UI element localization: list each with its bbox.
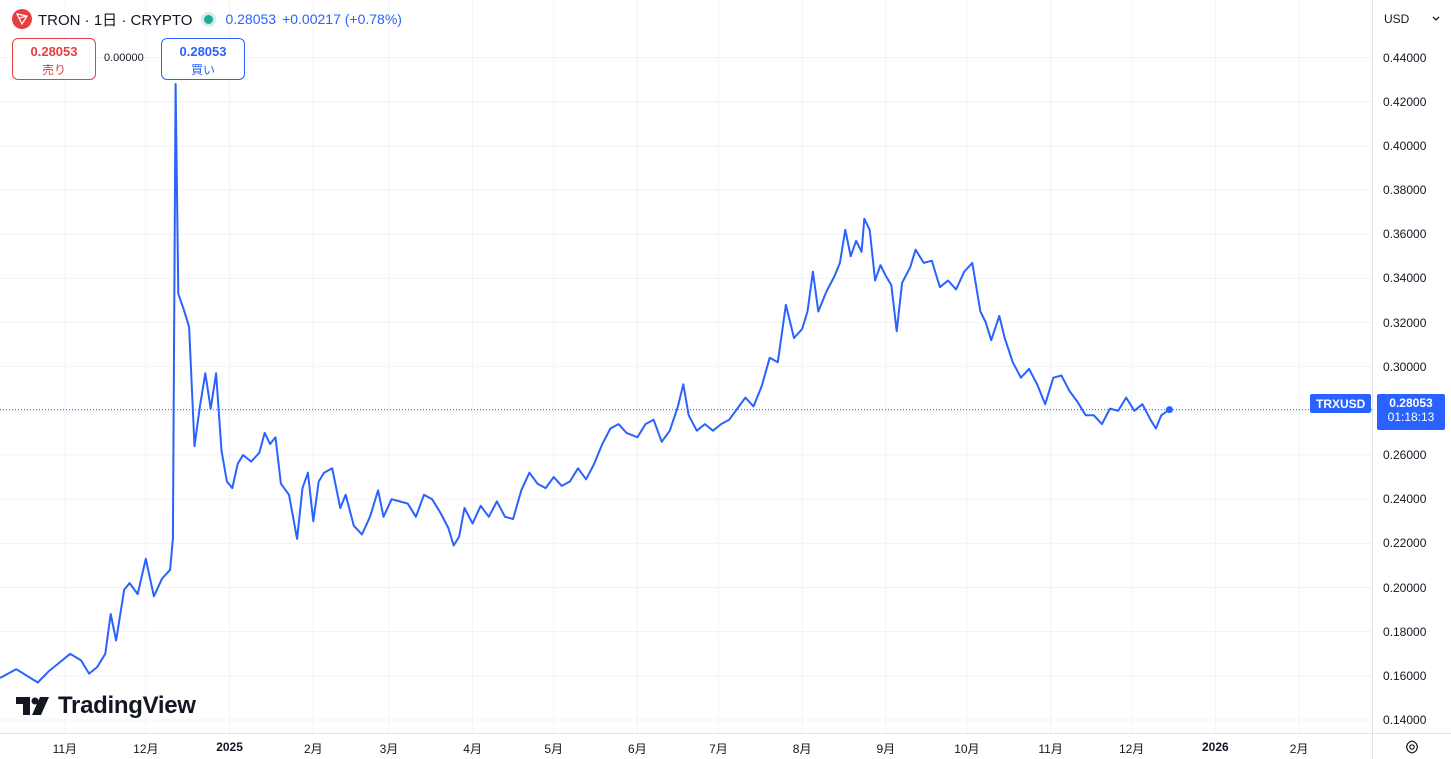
currency-label: USD [1384, 12, 1410, 26]
y-tick-label: 0.18000 [1383, 624, 1427, 639]
currency-selector[interactable]: USD [1378, 6, 1446, 32]
x-tick-label: 7月 [709, 742, 728, 756]
buy-price: 0.28053 [179, 44, 227, 59]
last-price-point [1165, 406, 1173, 414]
tradingview-logo-icon [16, 697, 49, 715]
x-tick-label: 3月 [379, 742, 399, 756]
x-tick-label: 2月 [303, 742, 323, 756]
y-tick-label: 0.14000 [1383, 713, 1427, 727]
price-chart[interactable] [0, 0, 1372, 733]
buy-button[interactable]: 0.28053 買い [161, 38, 245, 80]
buy-label: 買い [190, 63, 215, 77]
bar-countdown: 01:18:13 [1387, 410, 1435, 424]
last-price-value: 0.28053 [1389, 396, 1433, 410]
x-tick-label: 12月 [1118, 742, 1145, 756]
y-tick-label: 0.24000 [1383, 492, 1427, 507]
tradingview-logo-text: TradingView [58, 692, 196, 719]
price-series-line[interactable] [0, 83, 1170, 684]
settings-icon[interactable] [1403, 738, 1421, 756]
x-tick-label: 2月 [1289, 742, 1309, 756]
x-tick-label: 6月 [628, 742, 647, 756]
x-tick-label: 5月 [544, 742, 563, 756]
price-axis[interactable]: 0.44000 0.42000 0.40000 0.38000 0.36000 0.340… [1372, 0, 1451, 733]
y-tick-label: 0.32000 [1383, 315, 1427, 330]
y-tick-label: 0.22000 [1383, 536, 1427, 551]
time-axis[interactable]: 11月 12月 2025 2月 3月 4月 5月 6月 7月 8月 9月 10月 11月 12月 2026 2… [0, 733, 1372, 759]
y-tick-label: 0.20000 [1383, 580, 1427, 595]
y-tick-label: 0.38000 [1383, 183, 1427, 197]
y-tick-label: 0.36000 [1383, 227, 1427, 242]
axis-corner [1372, 733, 1451, 759]
y-tick-label: 0.30000 [1383, 359, 1427, 374]
spread-value: 0.00000 [104, 52, 144, 64]
tradingview-logo[interactable]: TradingView [16, 692, 196, 720]
x-tick-label: 2025 [216, 740, 243, 754]
y-tick-label: 0.16000 [1383, 668, 1427, 683]
chart-legend: TRON · 1日 · CRYPTO 0.28053 +0.00217 (+0.… [12, 8, 402, 30]
y-tick-label: 0.44000 [1383, 50, 1427, 65]
chart-area[interactable] [0, 0, 1372, 733]
legend-price: 0.28053 [225, 11, 277, 27]
x-tick-label: 2026 [1201, 740, 1229, 754]
y-tick-label: 0.42000 [1383, 94, 1427, 109]
market-status-dot [204, 14, 214, 24]
y-tick-label: 0.34000 [1383, 271, 1427, 286]
x-tick-label: 10月 [954, 742, 980, 756]
x-tick-label: 9月 [876, 742, 896, 756]
x-tick-label: 8月 [792, 742, 812, 756]
symbol-title[interactable]: TRON · 1日 · CRYPTO [38, 11, 193, 29]
tron-logo-icon [12, 9, 32, 29]
sell-label: 売り [41, 63, 66, 77]
y-tick-label: 0.40000 [1383, 138, 1427, 153]
x-tick-label: 4月 [463, 742, 482, 756]
last-price-tag: 0.28053 01:18:13 [1377, 394, 1445, 430]
x-tick-label: 11月 [52, 742, 78, 756]
chevron-down-icon [1432, 16, 1440, 21]
x-tick-label: 12月 [133, 742, 159, 756]
sell-button[interactable]: 0.28053 売り [12, 38, 96, 80]
x-tick-label: 11月 [1038, 742, 1063, 756]
symbol-label-tag: TRXUSD [1310, 394, 1372, 413]
y-tick-label: 0.26000 [1383, 448, 1427, 462]
legend-change: +0.00217 (+0.78%) [282, 11, 402, 27]
sell-price: 0.28053 [30, 44, 78, 59]
